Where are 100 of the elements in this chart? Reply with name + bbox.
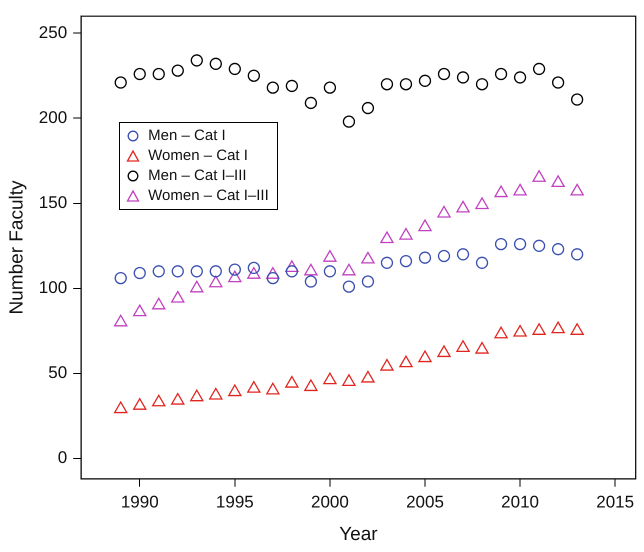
point [304, 379, 318, 392]
x-axis-title: Year [339, 524, 378, 545]
point [323, 372, 337, 384]
point [286, 265, 298, 278]
point [247, 267, 261, 279]
x-tick-label: 1990 [120, 492, 159, 512]
point [362, 275, 374, 288]
point [380, 78, 394, 90]
point [172, 64, 184, 77]
point [209, 388, 223, 400]
x-tick-label: 2010 [501, 492, 539, 512]
x-tick-label: 2005 [406, 492, 444, 512]
point [532, 323, 546, 335]
point [456, 200, 470, 213]
point [570, 93, 584, 106]
point [342, 280, 356, 293]
y-tick-label: 250 [38, 22, 68, 42]
y-tick-label: 200 [38, 108, 68, 127]
point [494, 326, 508, 338]
point [190, 54, 203, 67]
point [133, 304, 146, 316]
point [323, 250, 337, 262]
point [400, 78, 412, 90]
point [552, 76, 564, 89]
point [418, 252, 432, 264]
y-axis-title: Number Faculty [6, 180, 28, 315]
point [514, 238, 526, 250]
point [228, 384, 242, 396]
point [190, 265, 203, 278]
point [551, 175, 565, 188]
point [134, 266, 146, 280]
point [532, 170, 546, 182]
point [133, 398, 146, 410]
point [266, 267, 280, 279]
point [380, 256, 394, 269]
point [380, 358, 394, 371]
point [476, 256, 488, 269]
point [228, 62, 241, 76]
point [362, 102, 374, 114]
point [438, 68, 450, 80]
point [248, 70, 260, 82]
point [171, 290, 184, 303]
point [400, 254, 412, 268]
point [513, 184, 527, 196]
y-tick-label: 50 [48, 363, 68, 382]
point [437, 345, 451, 358]
point [190, 390, 204, 402]
point [152, 394, 166, 406]
point [210, 265, 222, 278]
point [209, 276, 223, 288]
point [551, 321, 565, 334]
point [456, 340, 470, 352]
point [134, 68, 146, 80]
point [399, 356, 413, 368]
point [494, 68, 508, 80]
point [476, 78, 488, 90]
point [361, 252, 375, 264]
point [324, 81, 336, 94]
point [342, 115, 356, 128]
legend-label: Women – Cat I [148, 146, 248, 166]
point [456, 248, 470, 260]
point [399, 228, 413, 240]
point [266, 81, 280, 94]
point [342, 374, 356, 386]
point [456, 71, 470, 84]
point [190, 280, 204, 292]
point [285, 376, 299, 388]
point [494, 185, 508, 198]
point [552, 243, 564, 256]
y-tick-label: 100 [38, 278, 68, 298]
point [228, 270, 242, 282]
point [304, 275, 318, 288]
point [380, 231, 394, 244]
point [152, 298, 166, 310]
point [286, 80, 298, 92]
point [494, 238, 508, 250]
point [570, 248, 584, 260]
point [285, 260, 299, 272]
point [152, 265, 165, 278]
x-tick-label: 2000 [310, 492, 349, 512]
point [171, 392, 184, 405]
point [418, 350, 432, 362]
point [342, 264, 356, 276]
point [475, 342, 489, 354]
point [418, 74, 432, 87]
x-tick-label: 1995 [216, 492, 254, 512]
point [570, 323, 584, 335]
point [513, 324, 527, 337]
point [304, 96, 318, 110]
point [570, 184, 584, 196]
point [172, 265, 184, 278]
point [361, 370, 375, 383]
point [324, 265, 336, 278]
point [210, 58, 222, 70]
point [114, 314, 128, 326]
point [228, 263, 241, 276]
point [266, 382, 280, 395]
point [418, 219, 432, 232]
point [266, 272, 280, 284]
point [114, 272, 127, 284]
